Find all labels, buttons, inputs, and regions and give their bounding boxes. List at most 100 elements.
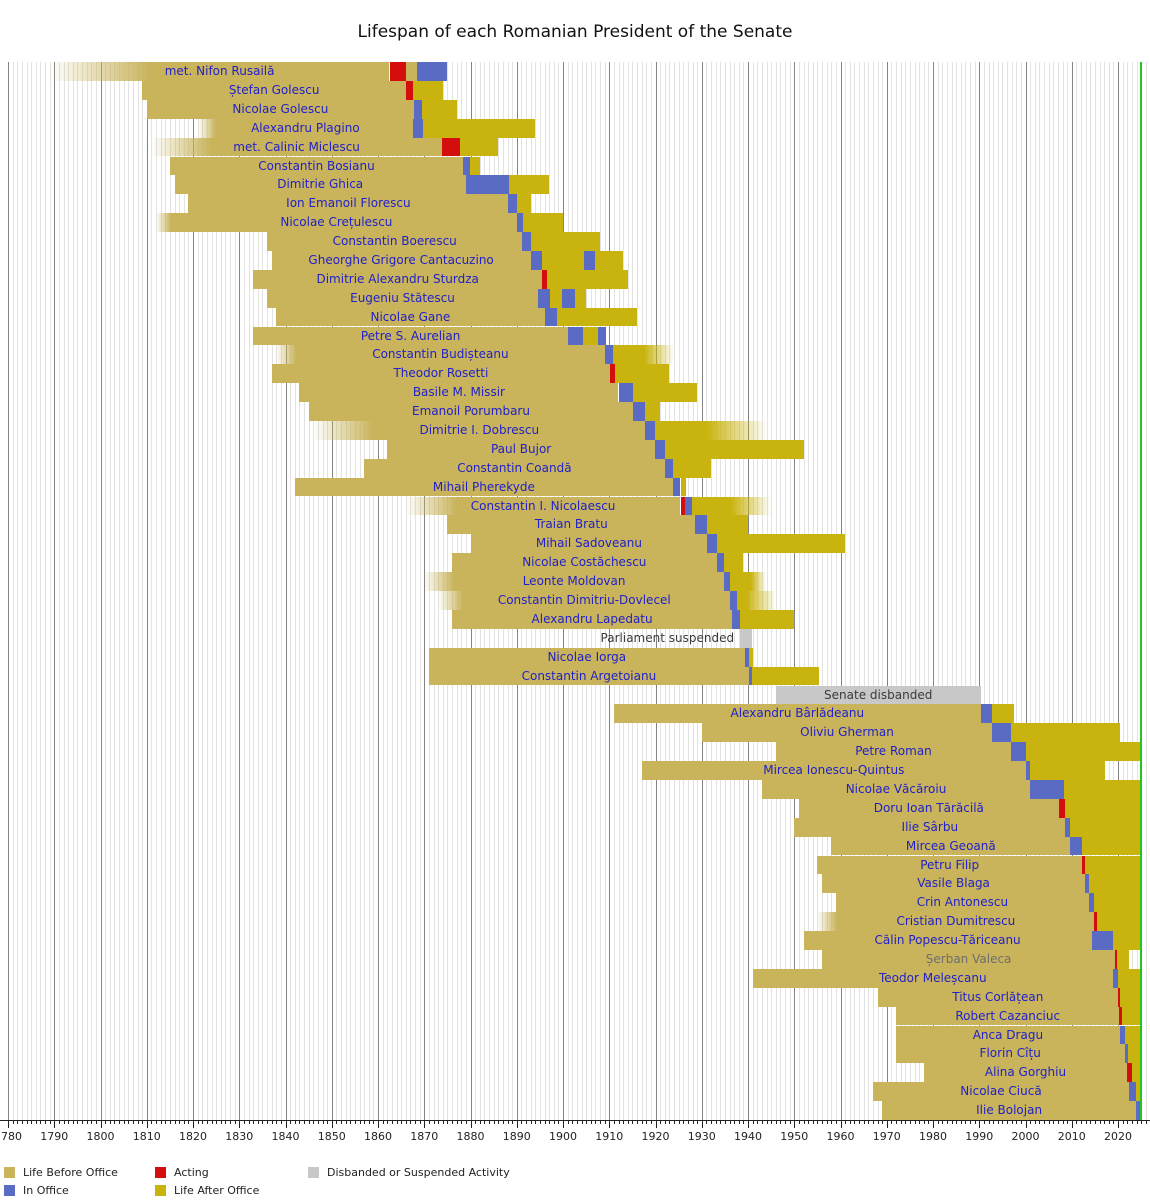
axis-tick <box>1044 1121 1045 1124</box>
timeline-bar-segment-after <box>516 194 531 214</box>
gridline <box>845 62 847 1120</box>
timeline-bar-segment-office <box>583 250 596 270</box>
timeline-bar-segment-acting <box>1094 912 1098 932</box>
axis-tick <box>12 1121 14 1124</box>
axis-tick <box>1094 1121 1096 1124</box>
axis-tick <box>257 1121 259 1124</box>
gridline <box>290 62 292 1120</box>
gridline <box>1122 62 1124 1120</box>
gridline <box>854 62 856 1120</box>
gridline <box>1034 62 1036 1120</box>
axis-tick <box>165 1121 167 1124</box>
president-name-label: Nicolae Iorga <box>547 649 627 664</box>
gridline <box>914 62 916 1120</box>
axis-tick <box>91 1121 93 1124</box>
timeline-bar-segment-office <box>1085 874 1089 894</box>
axis-tick-label: 1950 <box>780 1130 809 1143</box>
legend-label: Life Before Office <box>23 1166 118 1179</box>
axis-tick <box>539 1121 541 1124</box>
gridline <box>1145 62 1147 1120</box>
gridline <box>206 62 208 1120</box>
timeline-bar-segment-after <box>557 307 637 327</box>
gridline <box>428 62 430 1120</box>
gridline <box>905 62 907 1120</box>
axis-tick <box>313 1121 315 1124</box>
gridline <box>58 62 60 1120</box>
timeline-bar-segment-office <box>516 213 523 232</box>
timeline-bar-segment-after <box>1097 912 1141 932</box>
gridline <box>872 62 874 1120</box>
timeline-bar-segment-office <box>544 307 557 327</box>
gridline <box>132 62 134 1120</box>
timeline-bar-segment-after <box>541 250 584 270</box>
gridline <box>780 62 782 1120</box>
axis-tick <box>956 1121 958 1124</box>
axis-tick <box>909 1121 911 1124</box>
gridline <box>1053 62 1055 1120</box>
president-name-label: Doru Ioan Tărăcilă <box>873 800 984 815</box>
axis-tick <box>933 1121 934 1128</box>
president-name-label: Ilie Sârbu <box>901 819 959 834</box>
axis-tick <box>600 1121 601 1124</box>
axis-tick <box>405 1121 407 1124</box>
axis-tick-label: 1820 <box>179 1130 207 1143</box>
axis-tick <box>419 1121 421 1124</box>
axis-tick-label: 1850 <box>317 1130 346 1143</box>
gridline <box>882 62 884 1120</box>
timeline-bar-segment-before <box>294 477 674 497</box>
axis-tick <box>1113 1121 1115 1124</box>
after-office-swatch <box>155 1185 166 1196</box>
president-name-label: Mircea Ionescu-Quintus <box>763 763 905 777</box>
axis-tick <box>114 1121 116 1124</box>
timeline-bar-segment-before <box>452 553 717 573</box>
axis-tick <box>974 1121 976 1124</box>
axis-tick <box>937 1121 939 1124</box>
axis-tick <box>63 1121 65 1124</box>
gridline <box>86 62 88 1120</box>
timeline-bar-segment-office <box>1129 1082 1136 1102</box>
axis-tick <box>216 1121 218 1124</box>
axis-tick-label: 1800 <box>86 1130 115 1143</box>
gridline <box>433 62 435 1120</box>
timeline-bar-segment-before <box>276 307 545 327</box>
timeline-bar-segment-before <box>364 458 665 478</box>
timeline-bar-segment-before <box>267 288 538 308</box>
axis-tick <box>1141 1121 1143 1124</box>
timeline-bar-segment-after <box>655 421 767 440</box>
timeline-bar-segment-after <box>522 213 563 232</box>
gridline <box>160 62 162 1120</box>
disbanded-swatch <box>308 1167 319 1178</box>
gridline <box>378 62 379 1120</box>
gridline <box>933 62 934 1120</box>
axis-tick <box>609 1121 611 1128</box>
timeline-bar-segment-before <box>428 666 749 686</box>
gridline <box>1104 62 1106 1120</box>
timeline-bar-segment-after <box>633 383 698 403</box>
axis-tick <box>105 1121 107 1124</box>
gridline <box>267 62 268 1120</box>
gridline <box>396 62 398 1120</box>
band-bar <box>775 685 981 705</box>
axis-tick <box>401 1121 403 1124</box>
gridline <box>354 62 356 1120</box>
axis-tick <box>803 1121 805 1124</box>
president-name-label: Alina Gorghiu <box>984 1065 1067 1080</box>
axis-tick <box>558 1121 560 1124</box>
axis-tick <box>253 1121 255 1124</box>
president-name-label: Eugeniu Stătescu <box>350 290 455 305</box>
gridline <box>72 62 74 1120</box>
axis-tick <box>415 1121 416 1124</box>
timeline-bar-segment-after <box>1094 893 1141 913</box>
timeline-bar-segment-office <box>723 572 731 591</box>
gridline <box>183 62 185 1120</box>
timeline-bar-segment-office <box>716 553 724 573</box>
axis-tick <box>789 1121 791 1124</box>
axis-tick <box>914 1121 916 1124</box>
gridline <box>54 62 56 1120</box>
gridline <box>1062 62 1064 1120</box>
gridline <box>1030 62 1032 1120</box>
gridline <box>105 62 107 1120</box>
axis-tick <box>461 1121 463 1124</box>
gridline <box>151 62 153 1120</box>
axis-tick <box>100 1121 102 1128</box>
